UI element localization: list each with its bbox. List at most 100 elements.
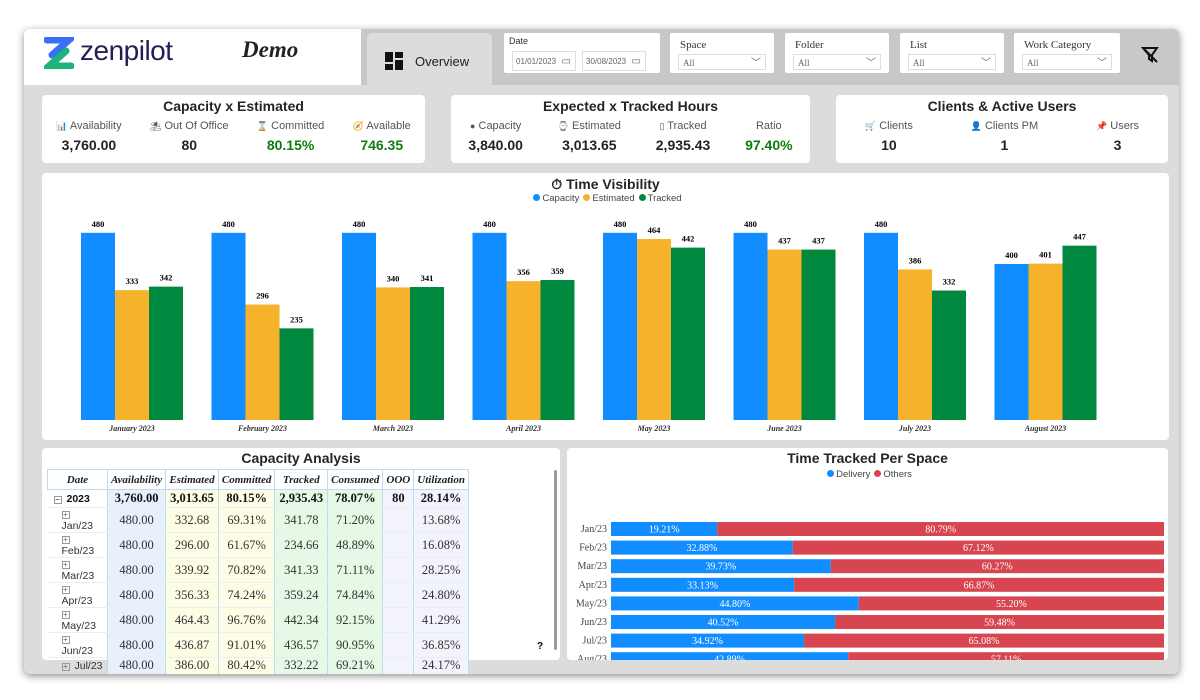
- folder-filter[interactable]: Folder All ﹀: [785, 33, 889, 73]
- kpi-value: 3,760.00: [61, 137, 117, 153]
- column-header[interactable]: Availability: [106, 469, 167, 490]
- kpi-value: 1: [1000, 137, 1009, 153]
- data-label: 60.27%: [982, 562, 1013, 573]
- bar-tracked[interactable]: [1062, 245, 1097, 420]
- expand-icon[interactable]: +: [61, 535, 70, 544]
- bar-estimated[interactable]: [1028, 263, 1063, 420]
- date-from-input[interactable]: 01/01/2023 ▭: [512, 51, 576, 71]
- bar-capacity[interactable]: [81, 232, 115, 420]
- bar-tracked[interactable]: [801, 249, 836, 420]
- bar-tracked[interactable]: [932, 290, 966, 420]
- card-title: Expected x Tracked Hours: [542, 98, 719, 114]
- data-label: 342: [160, 273, 173, 283]
- legend-marker: [874, 470, 882, 477]
- column-header[interactable]: Tracked: [274, 469, 329, 490]
- data-label: 356: [517, 267, 530, 277]
- bar-capacity[interactable]: [472, 232, 507, 420]
- bar-tracked[interactable]: [149, 286, 183, 420]
- data-label: 65.08%: [969, 636, 1000, 647]
- kpi: 🧭 Available 746.35: [353, 120, 411, 153]
- legend-label[interactable]: Delivery: [836, 469, 871, 480]
- bar-estimated[interactable]: [637, 239, 671, 420]
- chart-legend: Capacity Estimated Tracked: [42, 193, 1169, 204]
- expand-icon[interactable]: +: [61, 661, 70, 671]
- bar-capacity[interactable]: [603, 232, 637, 420]
- column-header[interactable]: Committed: [217, 469, 276, 490]
- legend-label[interactable]: Capacity: [542, 193, 580, 204]
- bar-estimated[interactable]: [376, 287, 410, 420]
- kpi: ● Capacity 3,840.00: [468, 120, 523, 153]
- collapse-icon[interactable]: −: [53, 494, 62, 504]
- bar-tracked[interactable]: [671, 247, 705, 420]
- expand-icon[interactable]: +: [61, 510, 70, 519]
- date-to-input[interactable]: 30/08/2023 ▭: [582, 51, 646, 71]
- bar-estimated[interactable]: [115, 290, 149, 420]
- tab-overview[interactable]: Overview: [367, 33, 492, 89]
- bar-capacity[interactable]: [211, 232, 246, 420]
- bar-delivery[interactable]: [611, 559, 831, 574]
- column-header[interactable]: Utilization: [413, 469, 469, 490]
- bar-others[interactable]: [848, 652, 1164, 660]
- bar-delivery[interactable]: [611, 615, 836, 629]
- bar-delivery[interactable]: [611, 522, 718, 536]
- bar-capacity[interactable]: [733, 232, 768, 420]
- expand-icon[interactable]: +: [61, 560, 70, 569]
- watch-icon: ⌚: [557, 121, 569, 131]
- header: zenpilot Demo Overview Date 01/01/2023 ▭ …: [24, 29, 1179, 89]
- legend-label[interactable]: Tracked: [647, 193, 682, 204]
- kpi-label: Tracked: [667, 120, 707, 132]
- bar-others[interactable]: [792, 540, 1164, 555]
- bar-tracked[interactable]: [540, 279, 575, 420]
- data-label: 359: [551, 266, 564, 276]
- bar-others[interactable]: [830, 559, 1164, 574]
- expand-icon[interactable]: +: [61, 635, 70, 644]
- list-filter[interactable]: List All ﹀: [900, 33, 1004, 73]
- bar-others[interactable]: [835, 615, 1164, 629]
- scrollbar[interactable]: [554, 470, 557, 650]
- help-icon[interactable]: ?: [537, 641, 544, 652]
- bar-delivery[interactable]: [611, 633, 805, 648]
- bar-delivery[interactable]: [611, 577, 795, 592]
- bar-others[interactable]: [858, 596, 1164, 611]
- clear-filters-icon[interactable]: [1141, 46, 1159, 64]
- bar-tracked[interactable]: [279, 328, 314, 420]
- work-category-filter[interactable]: Work Category All ﹀: [1014, 33, 1120, 73]
- data-label: 39.73%: [705, 562, 736, 573]
- bar-estimated[interactable]: [245, 304, 280, 420]
- bar-others[interactable]: [794, 577, 1164, 592]
- bar-estimated[interactable]: [898, 269, 932, 420]
- column-header[interactable]: Date: [47, 469, 108, 490]
- beach-icon: ⛱: [149, 121, 162, 131]
- bar-others[interactable]: [804, 633, 1164, 648]
- legend-label[interactable]: Estimated: [592, 193, 635, 204]
- space-filter[interactable]: Space All ﹀: [670, 33, 774, 73]
- column-header[interactable]: Estimated: [165, 469, 219, 490]
- bar-estimated[interactable]: [506, 281, 541, 420]
- globe-icon: ●: [470, 121, 476, 131]
- expand-icon[interactable]: +: [61, 585, 70, 594]
- bar-delivery[interactable]: [611, 596, 859, 611]
- table-row: + Jul/23 480.00 386.00 80.42% 332.22 69.21% 24.…: [47, 657, 469, 674]
- kpi-label: Clients: [879, 120, 913, 132]
- data-label: 437: [812, 236, 826, 246]
- kpi-value: 746.35: [360, 137, 404, 153]
- bar-estimated[interactable]: [767, 249, 802, 420]
- expand-icon[interactable]: +: [61, 610, 70, 619]
- data-label: 480: [614, 219, 627, 229]
- stopwatch-icon: ⏱: [551, 176, 563, 192]
- data-label: 401: [1039, 250, 1052, 260]
- bar-capacity[interactable]: [864, 232, 898, 420]
- bar-capacity[interactable]: [994, 264, 1029, 420]
- kpi: ⌚ Estimated 3,013.65: [558, 120, 621, 153]
- column-header[interactable]: OOO: [382, 469, 415, 490]
- legend-label[interactable]: Others: [883, 469, 912, 480]
- bar-tracked[interactable]: [410, 287, 444, 420]
- bar-delivery[interactable]: [611, 652, 849, 660]
- kpi-value: 3,013.65: [562, 137, 617, 153]
- bar-delivery[interactable]: [611, 540, 793, 555]
- bar-others[interactable]: [717, 522, 1164, 536]
- bar-capacity[interactable]: [342, 232, 376, 420]
- data-label: 442: [682, 234, 695, 244]
- column-header[interactable]: Consumed: [327, 469, 384, 490]
- data-label: 33.13%: [687, 580, 718, 591]
